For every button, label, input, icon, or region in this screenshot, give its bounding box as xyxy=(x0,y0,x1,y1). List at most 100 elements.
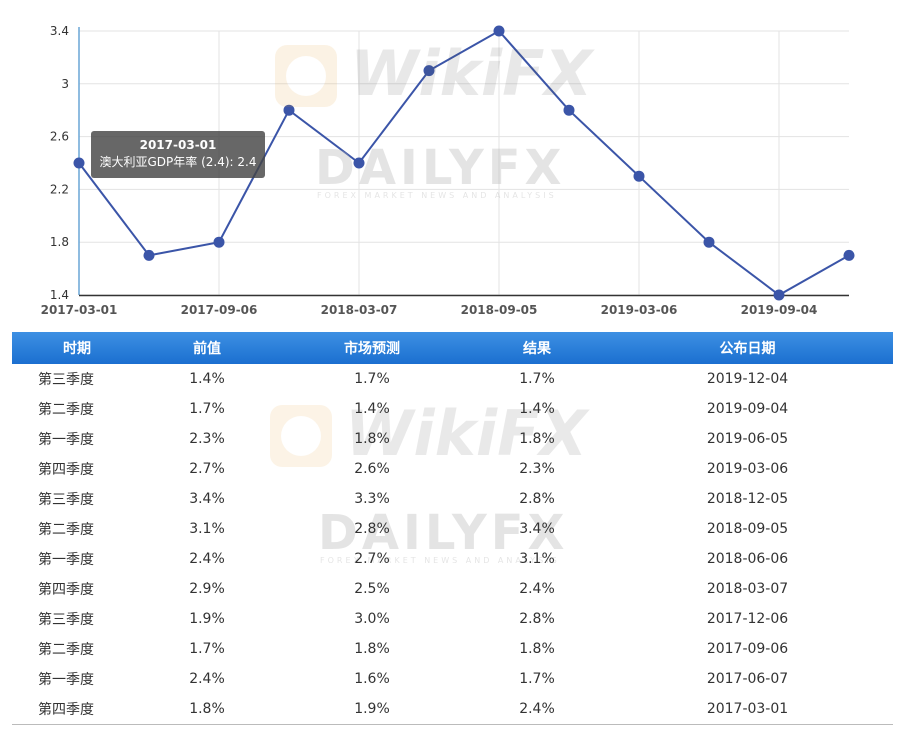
y-tick-label: 1.4 xyxy=(50,288,69,302)
series-line xyxy=(78,29,850,297)
cell-period: 第二季度 xyxy=(38,522,94,538)
cell-actual: 1.7% xyxy=(519,671,555,687)
table-row: 第二季度 1.7% 1.8% 1.8% 2017-09-06 xyxy=(12,634,893,664)
cell-forecast: 3.0% xyxy=(354,611,390,627)
table-row: 第二季度 1.7% 1.4% 1.4% 2019-09-04 xyxy=(12,394,893,424)
data-point xyxy=(73,157,85,169)
data-point xyxy=(353,157,365,169)
data-point xyxy=(563,104,575,116)
cell-actual: 2.4% xyxy=(472,694,602,725)
cell-actual: 2.4% xyxy=(519,581,555,597)
data-point xyxy=(633,170,645,182)
y-tick-label: 3.4 xyxy=(50,24,69,38)
cell-release-date: 2018-09-05 xyxy=(706,521,789,537)
header-actual: 结果 xyxy=(523,341,551,357)
cell-forecast: 1.4% xyxy=(354,401,390,417)
cell-previous: 3.4% xyxy=(189,491,225,507)
cell-release-date: 2017-12-06 xyxy=(706,611,789,627)
table-body: 第三季度 1.4% 1.7% 1.7% 2019-12-04 第二季度 1.7% 1.4% 1.… xyxy=(12,364,893,725)
tooltip-title: 2017-03-01 xyxy=(139,138,217,152)
data-point xyxy=(773,289,785,301)
table-row: 第四季度 2.7% 2.6% 2.3% 2019-03-06 xyxy=(12,454,893,484)
cell-forecast: 1.7% xyxy=(354,371,390,387)
cell-release-date: 2018-03-07 xyxy=(706,581,789,597)
cell-period: 第四季度 xyxy=(38,462,94,478)
x-tick-label: 2019-09-04 xyxy=(741,303,818,317)
cell-period: 第二季度 xyxy=(38,402,94,418)
x-tick-label: 2017-09-06 xyxy=(181,303,258,317)
cell-forecast: 2.6% xyxy=(354,461,390,477)
data-table: 时期 前值 市场预测 结果 公布日期 第三季度 1.4% 1.7% 1.7% 2019-… xyxy=(12,332,893,725)
cell-period: 第三季度 xyxy=(38,612,94,628)
cell-previous: 1.7% xyxy=(189,401,225,417)
cell-previous: 1.8% xyxy=(142,694,272,725)
cell-release-date: 2019-12-04 xyxy=(706,371,789,387)
gdp-table: 时期 前值 市场预测 结果 公布日期 第三季度 1.4% 1.7% 1.7% 2019-… xyxy=(12,332,893,725)
cell-period: 第三季度 xyxy=(38,492,94,508)
table-row: 第三季度 1.4% 1.7% 1.7% 2019-12-04 xyxy=(12,364,893,394)
cell-period: 第一季度 xyxy=(38,552,94,568)
cell-period: 第四季度 xyxy=(38,582,94,598)
y-tick-label: 2.2 xyxy=(50,182,69,196)
cell-actual: 3.1% xyxy=(519,551,555,567)
x-tick-label: 2019-03-06 xyxy=(601,303,678,317)
cell-release-date: 2017-03-01 xyxy=(602,694,893,725)
data-point xyxy=(283,104,295,116)
cell-forecast: 1.8% xyxy=(354,641,390,657)
cell-actual: 1.4% xyxy=(519,401,555,417)
cell-period: 第二季度 xyxy=(38,642,94,658)
cell-previous: 2.9% xyxy=(189,581,225,597)
header-release-date: 公布日期 xyxy=(719,341,776,357)
cell-period: 第一季度 xyxy=(38,432,94,448)
header-forecast: 市场预测 xyxy=(344,341,400,357)
cell-release-date: 2017-06-07 xyxy=(706,671,789,687)
y-tick-label: 3 xyxy=(61,77,69,91)
cell-actual: 2.8% xyxy=(519,491,555,507)
data-point xyxy=(493,25,505,37)
table-row: 第四季度 2.9% 2.5% 2.4% 2018-03-07 xyxy=(12,574,893,604)
cell-release-date: 2019-03-06 xyxy=(706,461,789,477)
header-period: 时期 xyxy=(63,341,91,357)
cell-previous: 3.1% xyxy=(189,521,225,537)
cell-release-date: 2018-12-05 xyxy=(706,491,789,507)
line-chart-svg: 1.4 1.8 2.2 2.6 3 3.4 2017-03-01 2017-09-06 2018… xyxy=(41,24,855,317)
table-row: 第一季度 2.4% 1.6% 1.7% 2017-06-07 xyxy=(12,664,893,694)
cell-previous: 2.4% xyxy=(189,551,225,567)
cell-forecast: 2.8% xyxy=(354,521,390,537)
cell-forecast: 1.6% xyxy=(354,671,390,687)
table-header-row: 时期 前值 市场预测 结果 公布日期 xyxy=(12,332,893,364)
cell-actual: 1.7% xyxy=(519,371,555,387)
cell-actual: 1.8% xyxy=(519,641,555,657)
table-row: 第四季度 1.8% 1.9% 2.4% 2017-03-01 xyxy=(12,694,893,725)
data-point xyxy=(213,236,225,248)
cell-previous: 2.4% xyxy=(189,671,225,687)
data-point xyxy=(143,249,155,261)
cell-forecast: 1.8% xyxy=(354,431,390,447)
cell-actual: 2.3% xyxy=(519,461,555,477)
table-row: 第二季度 3.1% 2.8% 3.4% 2018-09-05 xyxy=(12,514,893,544)
cell-release-date: 2019-06-05 xyxy=(706,431,789,447)
cell-actual: 3.4% xyxy=(519,521,555,537)
data-point xyxy=(703,236,715,248)
cell-previous: 2.3% xyxy=(189,431,225,447)
table-row: 第三季度 1.9% 3.0% 2.8% 2017-12-06 xyxy=(12,604,893,634)
cell-period: 第三季度 xyxy=(38,372,94,388)
cell-previous: 1.4% xyxy=(189,371,225,387)
data-point xyxy=(423,65,435,77)
table-row: 第一季度 2.3% 1.8% 1.8% 2019-06-05 xyxy=(12,424,893,454)
header-previous: 前值 xyxy=(193,341,221,357)
gdp-chart: 1.4 1.8 2.2 2.6 3 3.4 2017-03-01 2017-09-06 2018… xyxy=(0,0,903,330)
x-tick-label: 2017-03-01 xyxy=(41,303,118,317)
cell-previous: 1.9% xyxy=(189,611,225,627)
y-tick-label: 2.6 xyxy=(50,130,69,144)
y-tick-label: 1.8 xyxy=(50,235,69,249)
data-point xyxy=(843,249,855,261)
x-tick-label: 2018-09-05 xyxy=(461,303,538,317)
cell-actual: 2.8% xyxy=(519,611,555,627)
cell-previous: 1.7% xyxy=(189,641,225,657)
cell-period: 第四季度 xyxy=(12,694,142,725)
cell-actual: 1.8% xyxy=(519,431,555,447)
x-tick-label: 2018-03-07 xyxy=(321,303,398,317)
cell-forecast: 1.9% xyxy=(272,694,472,725)
cell-release-date: 2019-09-04 xyxy=(706,401,789,417)
